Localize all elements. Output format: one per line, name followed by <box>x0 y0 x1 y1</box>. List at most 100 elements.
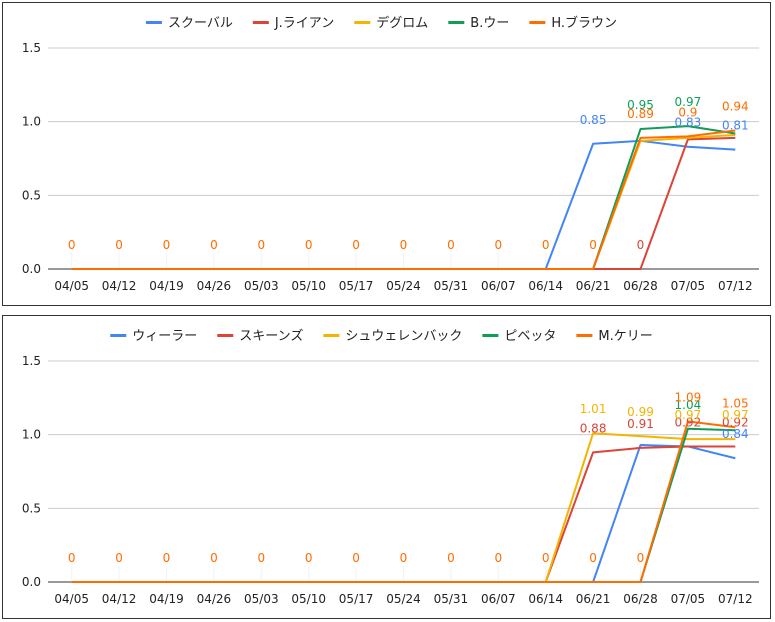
data-label: 1.04 <box>675 398 702 412</box>
x-tick-label: 06/28 <box>623 279 658 293</box>
x-tick-label: 07/05 <box>671 279 706 293</box>
data-label: 0.97 <box>675 95 702 109</box>
x-tick-label: 06/07 <box>481 279 516 293</box>
y-tick-label: 0.0 <box>22 575 41 589</box>
data-label: 0 <box>68 238 76 252</box>
data-label: 0 <box>68 551 76 565</box>
x-tick-label: 05/10 <box>291 592 326 606</box>
legend-swatch-2 <box>354 21 371 24</box>
data-label: 1.09 <box>675 390 702 404</box>
legend: スクーバル J.ライアン デグロム B.ウー H.ブラウン <box>145 15 617 31</box>
x-tick-label: 05/03 <box>244 592 279 606</box>
x-tick-label: 05/24 <box>386 279 421 293</box>
legend-swatch-2 <box>323 334 340 337</box>
x-tick-label: 06/21 <box>576 279 611 293</box>
legend-swatch-0 <box>110 334 127 337</box>
legend-label-4: H.ブラウン <box>551 15 617 31</box>
data-label: 0 <box>400 551 408 565</box>
data-label: 0 <box>115 551 123 565</box>
data-label: 0.83 <box>675 116 702 130</box>
data-label: 0 <box>163 551 171 565</box>
chart-panel-2: ウィーラー スキーンズ シュウェレンバック ピベッタ M.ケリー 0.0 0.5 1.0 1.5… <box>2 315 771 619</box>
legend-label-1: J.ライアン <box>274 16 334 31</box>
y-tick-label: 1.5 <box>22 41 41 55</box>
legend-label-4: M.ケリー <box>598 329 652 344</box>
data-label: 0 <box>447 551 455 565</box>
data-label: 0 <box>494 238 502 252</box>
data-label: 0.85 <box>580 113 607 127</box>
x-tick-label: 05/10 <box>291 279 326 293</box>
x-tick-label: 05/31 <box>434 592 469 606</box>
x-tick-label: 07/12 <box>718 592 753 606</box>
x-tick-label: 07/12 <box>718 279 753 293</box>
line-chart-2: ウィーラー スキーンズ シュウェレンバック ピベッタ M.ケリー 0.0 0.5 1.0 1.5… <box>22 328 759 606</box>
data-label: 0.92 <box>722 415 749 429</box>
data-label: 0 <box>494 551 502 565</box>
x-tick-label: 06/07 <box>481 592 516 606</box>
data-label: 0 <box>637 238 645 252</box>
data-label: 0 <box>210 551 218 565</box>
data-label: 0.84 <box>722 427 749 441</box>
y-tick-label: 0.0 <box>22 262 41 276</box>
x-tick-label: 04/12 <box>102 279 137 293</box>
x-tick-label: 05/31 <box>434 279 469 293</box>
y-tick-label: 0.5 <box>22 188 41 202</box>
x-tick-label: 04/19 <box>149 279 184 293</box>
data-label: 0.91 <box>627 417 654 431</box>
legend-label-2: シュウェレンバック <box>345 329 462 344</box>
line-chart-1: スクーバル J.ライアン デグロム B.ウー H.ブラウン 0.0 0.5 1.0 1.5 04/… <box>22 15 759 293</box>
data-label: 0 <box>257 551 265 565</box>
legend-swatch-1 <box>217 334 234 337</box>
legend-swatch-3 <box>482 334 499 337</box>
y-tick-label: 1.5 <box>22 354 41 368</box>
x-tick-label: 06/28 <box>623 592 658 606</box>
data-label: 0 <box>305 238 313 252</box>
data-label: 0.88 <box>580 421 607 435</box>
data-label: 0 <box>210 238 218 252</box>
data-label: 1.01 <box>580 402 607 416</box>
data-label: 0.92 <box>675 415 702 429</box>
x-tick-label: 04/12 <box>102 592 137 606</box>
series-line-4 <box>71 420 736 583</box>
x-tick-label: 04/05 <box>54 279 89 293</box>
data-label: 0.9 <box>678 105 697 119</box>
data-label: 0 <box>637 551 645 565</box>
data-label: 0 <box>163 238 171 252</box>
x-tick-label: 05/24 <box>386 592 421 606</box>
data-label: 0 <box>589 238 597 252</box>
chart-panel-1: スクーバル J.ライアン デグロム B.ウー H.ブラウン 0.0 0.5 1.0 1.5 04/… <box>2 2 771 306</box>
legend-swatch-4 <box>529 21 546 24</box>
legend-label-3: B.ウー <box>470 16 509 31</box>
legend-label-0: スクーバル <box>168 16 233 31</box>
x-tick-label: 05/03 <box>244 279 279 293</box>
y-tick-label: 0.5 <box>22 501 41 515</box>
x-tick-label: 07/05 <box>671 592 706 606</box>
data-label: 0 <box>400 238 408 252</box>
legend-swatch-0 <box>145 21 162 24</box>
x-tick-label: 06/21 <box>576 592 611 606</box>
data-label: 0.97 <box>675 408 702 422</box>
data-label: 0.99 <box>627 405 654 419</box>
data-label: 0.81 <box>722 119 749 133</box>
y-tick-label: 1.0 <box>22 115 41 129</box>
y-tick-label: 1.0 <box>22 428 41 442</box>
x-tick-label: 04/19 <box>149 592 184 606</box>
data-label: 0.89 <box>627 107 654 121</box>
x-tick-label: 05/17 <box>339 279 374 293</box>
data-label: 0 <box>542 238 550 252</box>
data-label: 0.97 <box>722 408 749 422</box>
data-label: 0.95 <box>627 98 654 112</box>
legend-label-2: デグロム <box>376 15 428 31</box>
legend-label-0: ウィーラー <box>132 329 197 344</box>
legend-label-1: スキーンズ <box>239 328 303 344</box>
data-label: 0 <box>589 551 597 565</box>
x-tick-label: 06/14 <box>528 279 563 293</box>
x-tick-label: 04/26 <box>197 592 232 606</box>
data-label: 0 <box>257 238 265 252</box>
series-line-4 <box>71 129 736 270</box>
data-label: 0 <box>542 551 550 565</box>
x-tick-label: 05/17 <box>339 592 374 606</box>
data-label: 0.94 <box>722 100 749 114</box>
x-tick-label: 04/05 <box>54 592 89 606</box>
legend-swatch-1 <box>252 21 269 24</box>
